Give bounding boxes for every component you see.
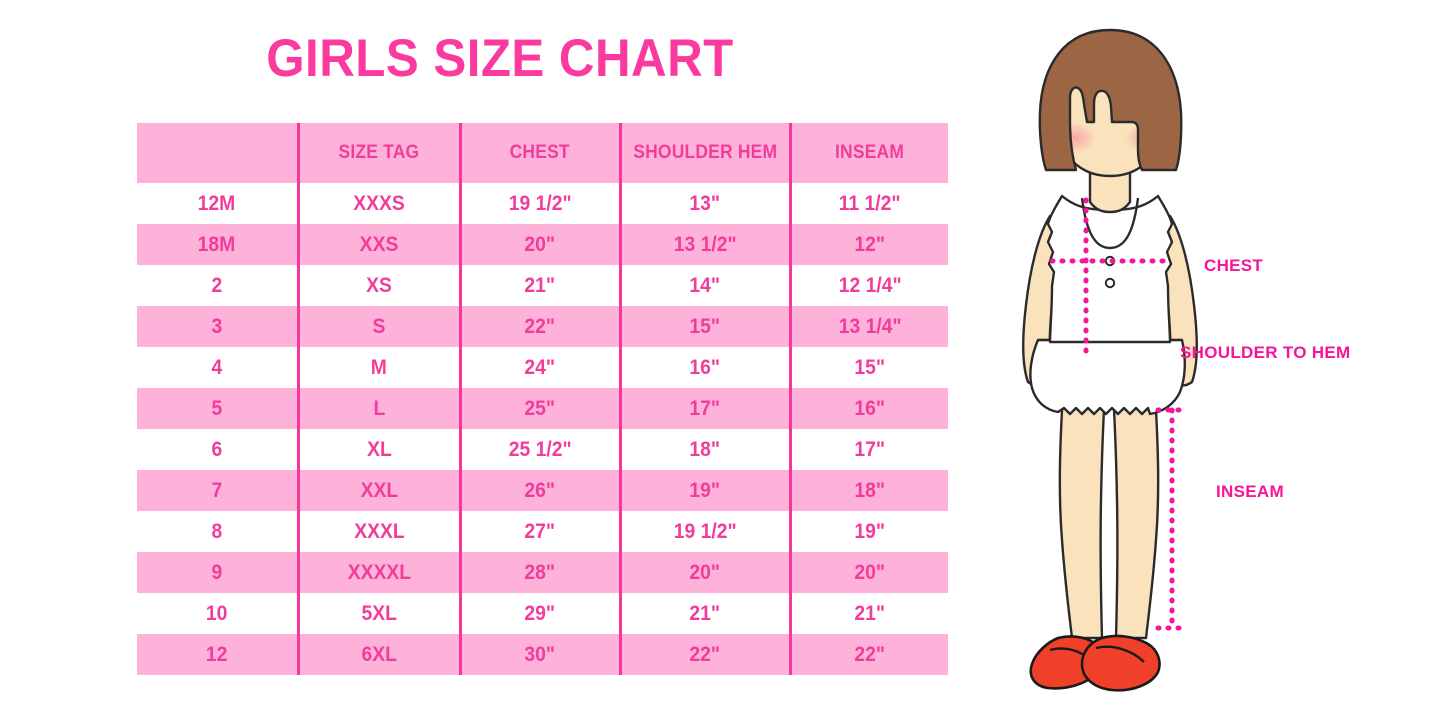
cell-shoulder-hem: 14" [620,265,792,306]
column-header-chest: CHEST [460,123,622,183]
cell-size-tag: XL [298,429,462,470]
cell-size-tag: XXXS [298,183,462,224]
hair-shape [1038,28,1183,172]
cell-chest: 21" [460,265,622,306]
cell-inseam: 12" [790,224,948,265]
top-garment-group [1046,194,1174,344]
cell-chest: 27" [460,511,622,552]
shoes-group [1029,634,1161,692]
cell-inseam: 16" [790,388,948,429]
header-row: SIZE TAG CHEST SHOULDER HEM INSEAM [137,123,948,183]
cell-size: 6 [137,429,300,470]
table-row: 5 L 25" 17" 16" [137,388,948,429]
label-shoulder-to-hem: SHOULDER TO HEM [1180,343,1351,362]
size-chart-table: SIZE TAG CHEST SHOULDER HEM INSEAM 12M X… [137,123,948,675]
cell-size-tag: M [298,347,462,388]
table-row: 12 6XL 30" 22" 22" [137,634,948,675]
page-title: GIRLS SIZE CHART [266,29,734,88]
cell-size-tag: L [298,388,462,429]
cell-inseam: 15" [790,347,948,388]
cell-inseam: 21" [790,593,948,634]
cell-size-tag: 5XL [298,593,462,634]
neck-and-head-group [1038,28,1183,214]
cell-size-tag: S [298,306,462,347]
cell-chest: 26" [460,470,622,511]
table-header: SIZE TAG CHEST SHOULDER HEM INSEAM [137,123,948,183]
cell-chest: 29" [460,593,622,634]
cell-shoulder-hem: 19 1/2" [620,511,792,552]
table-row: 8 XXXL 27" 19 1/2" 19" [137,511,948,552]
table-row: 7 XXL 26" 19" 18" [137,470,948,511]
cell-chest: 24" [460,347,622,388]
cell-size: 2 [137,265,300,306]
cell-size-tag: XXXL [298,511,462,552]
cell-size: 10 [137,593,300,634]
cell-size: 12M [137,183,300,224]
button-icon [1104,277,1116,289]
cell-shoulder-hem: 20" [620,552,792,593]
table-row: 18M XXS 20" 13 1/2" 12" [137,224,948,265]
cell-inseam: 22" [790,634,948,675]
cell-size: 9 [137,552,300,593]
cell-inseam: 17" [790,429,948,470]
table-row: 4 M 24" 16" 15" [137,347,948,388]
cell-chest: 22" [460,306,622,347]
measurement-guides [1049,197,1189,631]
table-row: 12M XXXS 19 1/2" 13" 11 1/2" [137,183,948,224]
cell-size-tag: XS [298,265,462,306]
cell-size: 5 [137,388,300,429]
cell-inseam: 20" [790,552,948,593]
legs-group [1058,373,1160,640]
cell-shoulder-hem: 22" [620,634,792,675]
cell-shoulder-hem: 16" [620,347,792,388]
column-header-size-tag: SIZE TAG [298,123,462,183]
cell-size: 4 [137,347,300,388]
cell-chest: 25 1/2" [460,429,622,470]
cell-inseam: 18" [790,470,948,511]
cell-size-tag: XXXXL [298,552,462,593]
cell-inseam: 12 1/4" [790,265,948,306]
cell-size-tag: XXS [298,224,462,265]
label-inseam: INSEAM [1216,482,1284,501]
cell-shoulder-hem: 13" [620,183,792,224]
cell-size-tag: XXL [298,470,462,511]
table-row: 10 5XL 29" 21" 21" [137,593,948,634]
table-row: 6 XL 25 1/2" 18" 17" [137,429,948,470]
cell-inseam: 11 1/2" [790,183,948,224]
skirt-group [1029,338,1186,416]
cell-shoulder-hem: 18" [620,429,792,470]
table-row: 2 XS 21" 14" 12 1/4" [137,265,948,306]
cell-chest: 30" [460,634,622,675]
cell-chest: 25" [460,388,622,429]
cell-chest: 28" [460,552,622,593]
cell-shoulder-hem: 17" [620,388,792,429]
column-header-size [137,123,300,183]
table-body: 12M XXXS 19 1/2" 13" 11 1/2" 18M XXS 20"… [137,183,948,675]
cell-shoulder-hem: 19" [620,470,792,511]
table-row: 9 XXXXL 28" 20" 20" [137,552,948,593]
cell-inseam: 13 1/4" [790,306,948,347]
cell-shoulder-hem: 15" [620,306,792,347]
cell-shoulder-hem: 21" [620,593,792,634]
cell-chest: 20" [460,224,622,265]
cell-size: 18M [137,224,300,265]
cell-size: 3 [137,306,300,347]
cell-inseam: 19" [790,511,948,552]
cell-chest: 19 1/2" [460,183,622,224]
cell-size: 7 [137,470,300,511]
table-row: 3 S 22" 15" 13 1/4" [137,306,948,347]
cell-size: 12 [137,634,300,675]
column-header-inseam: INSEAM [790,123,948,183]
label-chest: CHEST [1204,256,1264,275]
girl-figure-illustration [990,20,1290,695]
cell-shoulder-hem: 13 1/2" [620,224,792,265]
cell-size: 8 [137,511,300,552]
column-header-shoulder-hem: SHOULDER HEM [620,123,792,183]
cell-size-tag: 6XL [298,634,462,675]
